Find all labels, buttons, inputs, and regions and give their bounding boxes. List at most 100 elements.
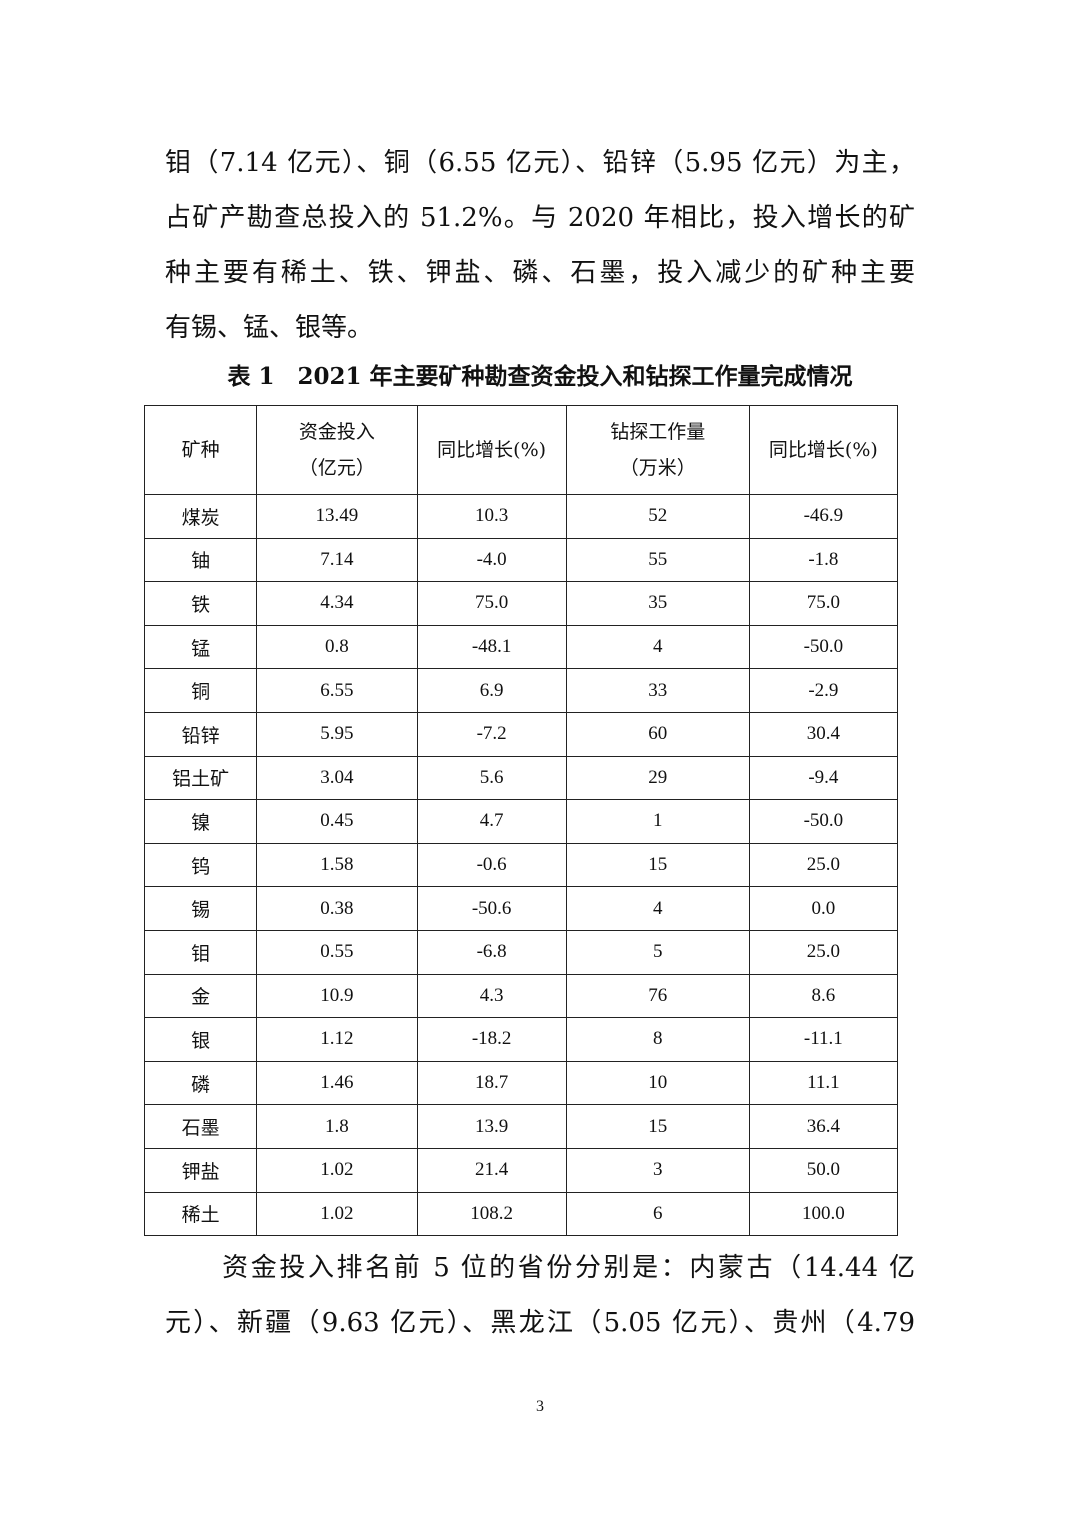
cell-drilling-growth: -50.0 [748, 624, 899, 670]
cell-drilling: 15 [565, 842, 750, 888]
cell-drilling-growth: 25.0 [748, 842, 899, 888]
cell-investment: 3.04 [256, 755, 418, 801]
cell-drilling: 60 [565, 711, 750, 757]
cell-drilling-growth: 100.0 [748, 1191, 899, 1237]
cell-drilling: 8 [565, 1017, 750, 1062]
cell-mineral: 稀土 [143, 1191, 258, 1237]
cell-drilling-growth: 0.0 [748, 886, 899, 931]
cell-drilling-growth: -9.4 [748, 755, 899, 801]
cell-investment: 1.46 [256, 1060, 418, 1106]
table-header-row: 矿种 资金投入 （亿元） 同比增长(%) 钻探工作量 （万米） 同比增长(%) [143, 405, 899, 495]
cell-drilling-growth: -46.9 [748, 494, 899, 539]
cell-drilling-growth: 11.1 [748, 1060, 899, 1106]
paragraph-line: 种主要有稀土、铁、钾盐、磷、石墨，投入减少的矿种主要 [165, 258, 915, 288]
table-row: 铝土矿 3.04 5.6 29 -9.4 [143, 755, 899, 801]
cell-investment-growth: 13.9 [416, 1104, 567, 1149]
cell-investment-growth: 18.7 [416, 1060, 567, 1106]
table-row: 钨 1.58 -0.6 15 25.0 [143, 842, 899, 888]
cell-drilling: 6 [565, 1191, 750, 1237]
cell-drilling-growth: 75.0 [748, 581, 899, 626]
cell-drilling-growth: 25.0 [748, 929, 899, 975]
cell-investment: 0.55 [256, 929, 418, 975]
cell-investment-growth: -48.1 [416, 624, 567, 670]
header-mineral: 矿种 [143, 405, 258, 495]
cell-investment-growth: 108.2 [416, 1191, 567, 1237]
cell-drilling: 55 [565, 537, 750, 583]
cell-investment: 0.8 [256, 624, 418, 670]
table-row: 钾盐 1.02 21.4 3 50.0 [143, 1147, 899, 1193]
cell-drilling-growth: -1.8 [748, 537, 899, 583]
cell-investment: 1.8 [256, 1104, 418, 1149]
cell-drilling-growth: -2.9 [748, 668, 899, 713]
cell-drilling: 76 [565, 973, 750, 1019]
cell-mineral: 锰 [143, 624, 258, 670]
table-row: 石墨 1.8 13.9 15 36.4 [143, 1104, 899, 1149]
table-row: 铁 4.34 75.0 35 75.0 [143, 581, 899, 626]
table-row: 稀土 1.02 108.2 6 100.0 [143, 1191, 899, 1237]
cell-investment: 7.14 [256, 537, 418, 583]
cell-mineral: 石墨 [143, 1104, 258, 1149]
header-drilling-growth: 同比增长(%) [748, 405, 899, 495]
cell-investment: 4.34 [256, 581, 418, 626]
cell-drilling: 1 [565, 799, 750, 844]
cell-investment-growth: -7.2 [416, 711, 567, 757]
cell-investment-growth: 21.4 [416, 1147, 567, 1193]
cell-investment-growth: -50.6 [416, 886, 567, 931]
cell-mineral: 银 [143, 1017, 258, 1062]
paragraph-line: 有锡、锰、银等。 [165, 313, 374, 343]
cell-investment-growth: -18.2 [416, 1017, 567, 1062]
header-investment-growth: 同比增长(%) [416, 405, 567, 495]
cell-mineral: 金 [143, 973, 258, 1019]
paragraph-2: 资金投入排名前 5 位的省份分别是：内蒙古（14.44 亿 元）、新疆（9.63… [165, 1241, 915, 1351]
cell-investment-growth: -4.0 [416, 537, 567, 583]
table-row: 银 1.12 -18.2 8 -11.1 [143, 1017, 899, 1062]
cell-investment: 10.9 [256, 973, 418, 1019]
cell-drilling: 29 [565, 755, 750, 801]
cell-investment: 1.02 [256, 1147, 418, 1193]
cell-mineral: 磷 [143, 1060, 258, 1106]
cell-drilling: 4 [565, 886, 750, 931]
cell-drilling: 52 [565, 494, 750, 539]
cell-mineral: 煤炭 [143, 494, 258, 539]
cell-drilling-growth: 30.4 [748, 711, 899, 757]
table-row: 铀 7.14 -4.0 55 -1.8 [143, 537, 899, 583]
cell-investment-growth: -0.6 [416, 842, 567, 888]
table-caption: 表 1 2021 年主要矿种勘查资金投入和钻探工作量完成情况 [227, 363, 853, 390]
paragraph-line: 占矿产勘查总投入的 51.2%。与 2020 年相比，投入增长的矿 [165, 203, 915, 233]
table-row: 锰 0.8 -48.1 4 -50.0 [143, 624, 899, 670]
cell-mineral: 铅锌 [143, 711, 258, 757]
mineral-exploration-table: 矿种 资金投入 （亿元） 同比增长(%) 钻探工作量 （万米） 同比增长(%) 煤炭… [143, 405, 899, 1237]
cell-investment: 0.38 [256, 886, 418, 931]
cell-investment-growth: 10.3 [416, 494, 567, 539]
table-row: 磷 1.46 18.7 10 11.1 [143, 1060, 899, 1106]
cell-investment: 1.02 [256, 1191, 418, 1237]
cell-drilling-growth: 8.6 [748, 973, 899, 1019]
cell-investment: 1.12 [256, 1017, 418, 1062]
cell-drilling-growth: 50.0 [748, 1147, 899, 1193]
cell-mineral: 铀 [143, 537, 258, 583]
cell-drilling-growth: -50.0 [748, 799, 899, 844]
cell-mineral: 铜 [143, 668, 258, 713]
cell-investment-growth: 75.0 [416, 581, 567, 626]
cell-investment-growth: 4.7 [416, 799, 567, 844]
paragraph-line: 资金投入排名前 5 位的省份分别是：内蒙古（14.44 亿 [165, 1253, 915, 1283]
cell-drilling: 15 [565, 1104, 750, 1149]
cell-mineral: 钨 [143, 842, 258, 888]
paragraph-line: 钼（7.14 亿元）、铜（6.55 亿元）、铅锌（5.95 亿元）为主， [165, 148, 915, 178]
cell-investment: 0.45 [256, 799, 418, 844]
cell-drilling: 35 [565, 581, 750, 626]
header-investment: 资金投入 （亿元） [256, 405, 418, 495]
paragraph-1: 钼（7.14 亿元）、铜（6.55 亿元）、铅锌（5.95 亿元）为主， 占矿产… [165, 136, 915, 356]
table-row: 钼 0.55 -6.8 5 25.0 [143, 929, 899, 975]
cell-investment: 5.95 [256, 711, 418, 757]
table-row: 铅锌 5.95 -7.2 60 30.4 [143, 711, 899, 757]
cell-investment-growth: 5.6 [416, 755, 567, 801]
cell-drilling: 5 [565, 929, 750, 975]
table-row: 锡 0.38 -50.6 4 0.0 [143, 886, 899, 931]
cell-mineral: 钼 [143, 929, 258, 975]
cell-investment: 1.58 [256, 842, 418, 888]
cell-drilling-growth: -11.1 [748, 1017, 899, 1062]
table-row: 金 10.9 4.3 76 8.6 [143, 973, 899, 1019]
table-row: 铜 6.55 6.9 33 -2.9 [143, 668, 899, 713]
header-drilling: 钻探工作量 （万米） [565, 405, 750, 495]
